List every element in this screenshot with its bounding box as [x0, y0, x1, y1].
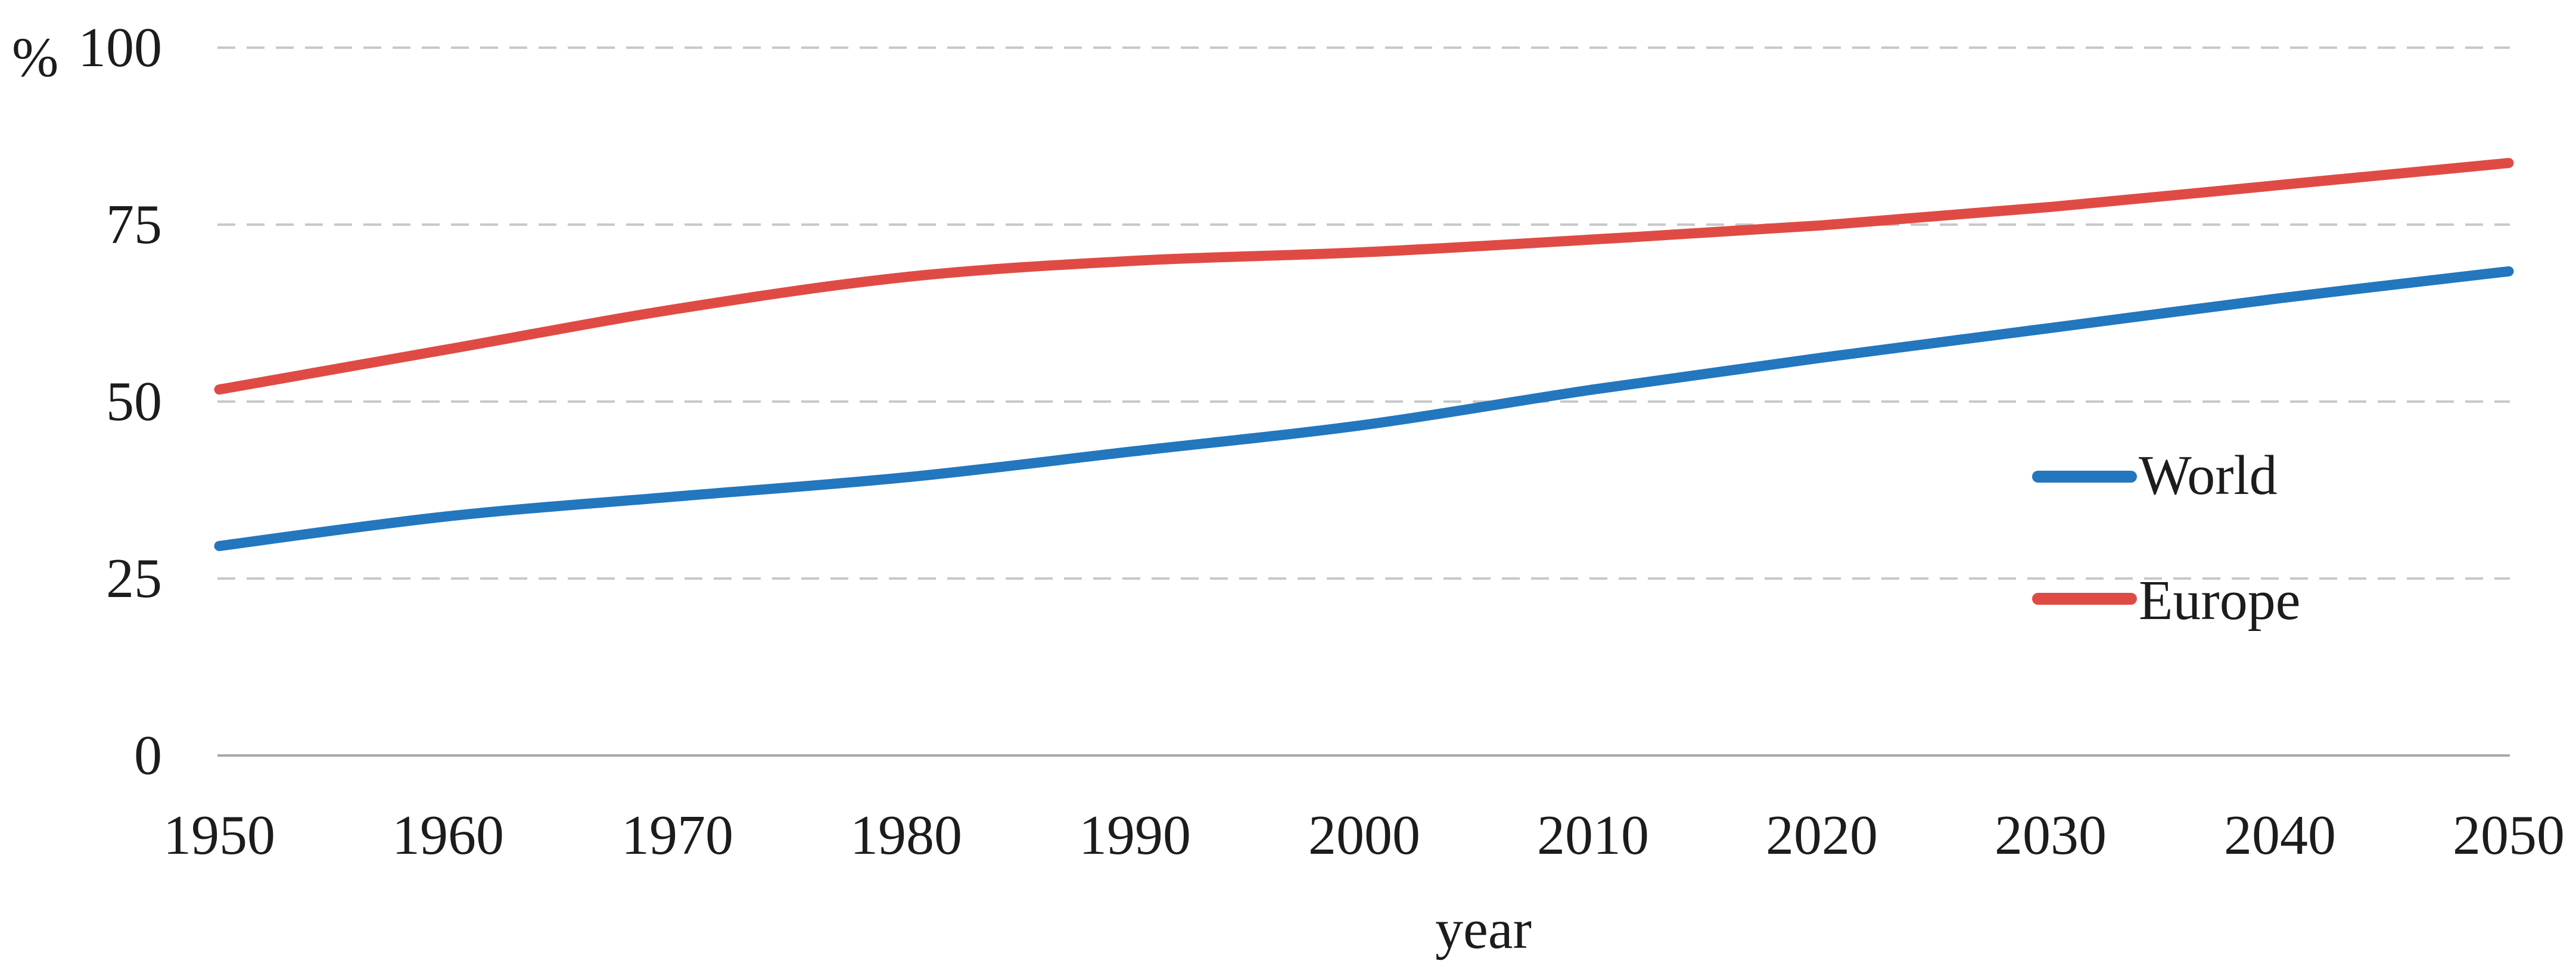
- y-tick-25: 25: [106, 548, 162, 610]
- y-tick-50: 50: [106, 371, 162, 433]
- series-line-world: [214, 266, 2514, 551]
- y-tick-75: 75: [106, 194, 162, 256]
- y-tick-100: 100: [78, 17, 162, 79]
- x-tick-2020: 2020: [1766, 804, 1878, 866]
- y-tick-0: 0: [134, 725, 162, 786]
- x-tick-2000: 2000: [1308, 804, 1420, 866]
- x-tick-2040: 2040: [2224, 804, 2336, 866]
- x-tick-2010: 2010: [1537, 804, 1649, 866]
- legend-label-world: World: [2139, 444, 2278, 506]
- x-tick-1950: 1950: [163, 804, 275, 866]
- x-tick-1980: 1980: [850, 804, 962, 866]
- x-tick-1960: 1960: [392, 804, 504, 866]
- x-tick-2050: 2050: [2453, 804, 2565, 866]
- x-axis-title: year: [1435, 898, 1532, 960]
- x-tick-2030: 2030: [1995, 804, 2107, 866]
- x-tick-1990: 1990: [1079, 804, 1191, 866]
- y-axis-unit-label: %: [12, 27, 59, 89]
- series-line-europe: [214, 158, 2514, 395]
- x-tick-1970: 1970: [621, 804, 733, 866]
- legend-label-europe: Europe: [2139, 570, 2301, 632]
